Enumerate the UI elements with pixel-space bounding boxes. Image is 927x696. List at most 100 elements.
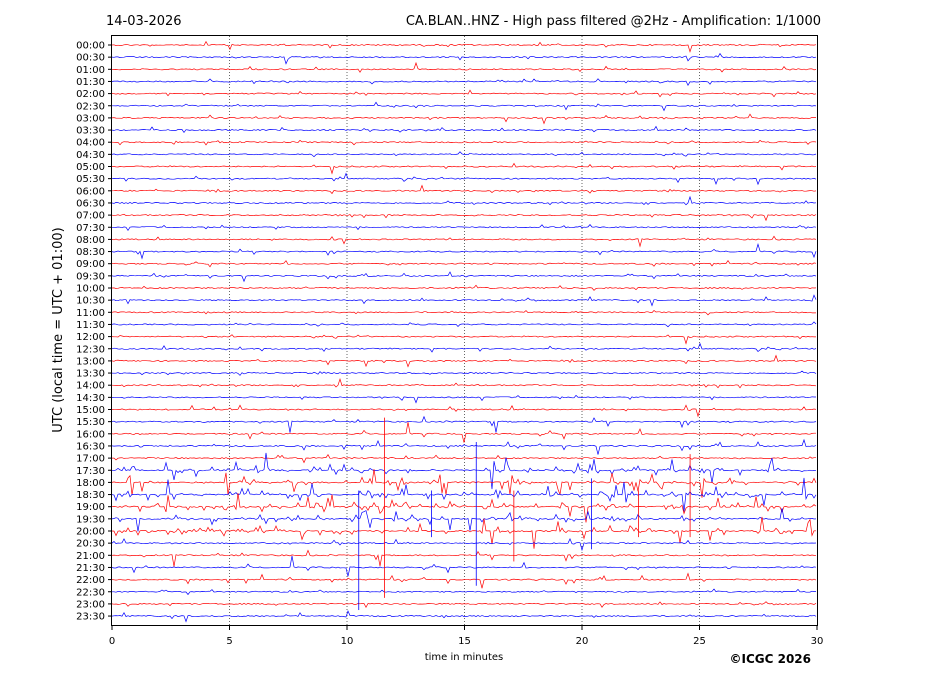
y-tick-label-10:00: 10:00 (76, 284, 105, 295)
x-tick-label-30: 30 (811, 636, 824, 647)
x-tick-label-0: 0 (109, 636, 115, 647)
y-tick-label-18:00: 18:00 (76, 478, 105, 489)
y-tick-label-18:30: 18:30 (76, 490, 105, 501)
trace-15:00 (111, 404, 817, 418)
y-tick-label-15:00: 15:00 (76, 405, 105, 416)
x-tick-label-20: 20 (576, 636, 589, 647)
y-tick-label-08:30: 08:30 (76, 247, 105, 258)
trace-22:00 (111, 572, 817, 589)
trace-11:00 (111, 310, 817, 316)
y-tick-label-21:30: 21:30 (76, 563, 105, 574)
x-tick-labels: 0 5 10 15 20 25 30 (109, 626, 824, 647)
trace-10:30 (111, 294, 817, 307)
trace-08:00 (111, 235, 817, 248)
y-tick-label-02:00: 02:00 (76, 89, 105, 100)
y-tick-label-01:30: 01:30 (76, 77, 105, 88)
y-tick-label-13:00: 13:00 (76, 356, 105, 367)
y-tick-label-23:00: 23:00 (76, 599, 105, 610)
chart-title: CA.BLAN..HNZ - High pass filtered @2Hz -… (406, 14, 821, 29)
trace-07:30 (111, 224, 817, 232)
y-tick-label-22:00: 22:00 (76, 575, 105, 586)
trace-18:30 (111, 477, 817, 512)
trace-00:30 (111, 52, 817, 65)
y-tick-label-17:00: 17:00 (76, 454, 105, 465)
trace-16:00 (111, 422, 816, 443)
plot-frame (111, 35, 818, 626)
trace-19:30 (111, 508, 817, 532)
y-tick-label-20:00: 20:00 (76, 527, 105, 538)
trace-01:30 (111, 78, 817, 87)
y-tick-label-12:30: 12:30 (76, 344, 105, 355)
trace-23:30 (111, 610, 817, 623)
trace-03:00 (111, 113, 816, 125)
y-tick-label-03:00: 03:00 (76, 113, 105, 124)
x-tick-label-25: 25 (693, 636, 706, 647)
y-tick-label-05:00: 05:00 (76, 162, 105, 173)
x-tick-label-10: 10 (341, 636, 354, 647)
y-tick-label-09:30: 09:30 (76, 271, 105, 282)
trace-01:00 (111, 61, 817, 73)
y-tick-label-17:30: 17:30 (76, 466, 105, 477)
x-tick-label-5: 5 (226, 636, 232, 647)
grid-lines (229, 36, 700, 626)
trace-12:00 (111, 334, 816, 345)
y-tick-label-10:30: 10:30 (76, 296, 105, 307)
trace-18:00 (111, 469, 817, 498)
trace-15:30 (111, 415, 817, 433)
y-tick-label-15:30: 15:30 (76, 417, 105, 428)
y-tick-label-16:00: 16:00 (76, 429, 105, 440)
y-tick-label-19:30: 19:30 (76, 514, 105, 525)
trace-23:00 (111, 601, 817, 609)
trace-06:30 (111, 195, 817, 206)
trace-07:00 (111, 213, 817, 222)
y-tick-label-01:00: 01:00 (76, 65, 105, 76)
y-tick-label-20:30: 20:30 (76, 539, 105, 550)
y-axis-label: UTC (local time = UTC + 01:00) (51, 227, 66, 432)
trace-17:30 (111, 452, 817, 490)
trace-11:30 (111, 321, 817, 328)
trace-17:00 (112, 454, 816, 464)
y-tick-label-23:30: 23:30 (76, 612, 105, 623)
trace-05:30 (111, 172, 817, 186)
trace-02:00 (111, 89, 817, 98)
y-tick-label-12:00: 12:00 (76, 332, 105, 343)
y-tick-label-04:30: 04:30 (76, 150, 105, 161)
trace-09:00 (111, 259, 817, 268)
trace-21:30 (111, 555, 817, 577)
trace-13:30 (111, 370, 817, 376)
y-tick-label-06:00: 06:00 (76, 186, 105, 197)
trace-05:00 (112, 162, 817, 175)
y-tick-label-06:30: 06:30 (76, 198, 105, 209)
y-tick-label-04:00: 04:00 (76, 138, 105, 149)
date-label: 14-03-2026 (106, 14, 182, 29)
trace-09:30 (111, 271, 817, 283)
trace-19:00 (111, 493, 817, 523)
x-tick-label-15: 15 (458, 636, 471, 647)
trace-10:00 (111, 284, 817, 291)
x-axis-label: time in minutes (425, 652, 504, 663)
y-tick-label-16:30: 16:30 (76, 441, 105, 452)
trace-21:00 (111, 549, 817, 567)
y-tick-label-02:30: 02:30 (76, 101, 105, 112)
y-tick-label-13:30: 13:30 (76, 369, 105, 380)
trace-14:00 (111, 377, 817, 389)
y-tick-label-07:00: 07:00 (76, 211, 105, 222)
y-tick-label-09:00: 09:00 (76, 259, 105, 270)
y-tick-label-19:00: 19:00 (76, 502, 105, 513)
trace-06:00 (111, 184, 817, 195)
trace-12:30 (111, 342, 817, 353)
y-tick-label-22:30: 22:30 (76, 587, 105, 598)
trace-14:30 (111, 394, 816, 404)
trace-20:00 (111, 516, 817, 549)
trace-02:30 (112, 101, 817, 112)
trace-22:30 (112, 588, 816, 596)
y-tick-label-21:00: 21:00 (76, 551, 105, 562)
y-tick-label-03:30: 03:30 (76, 126, 105, 137)
trace-16:30 (111, 438, 817, 455)
trace-08:30 (111, 243, 817, 260)
seismic-traces (111, 40, 817, 623)
trace-03:30 (111, 125, 817, 134)
y-tick-label-08:00: 08:00 (76, 235, 105, 246)
